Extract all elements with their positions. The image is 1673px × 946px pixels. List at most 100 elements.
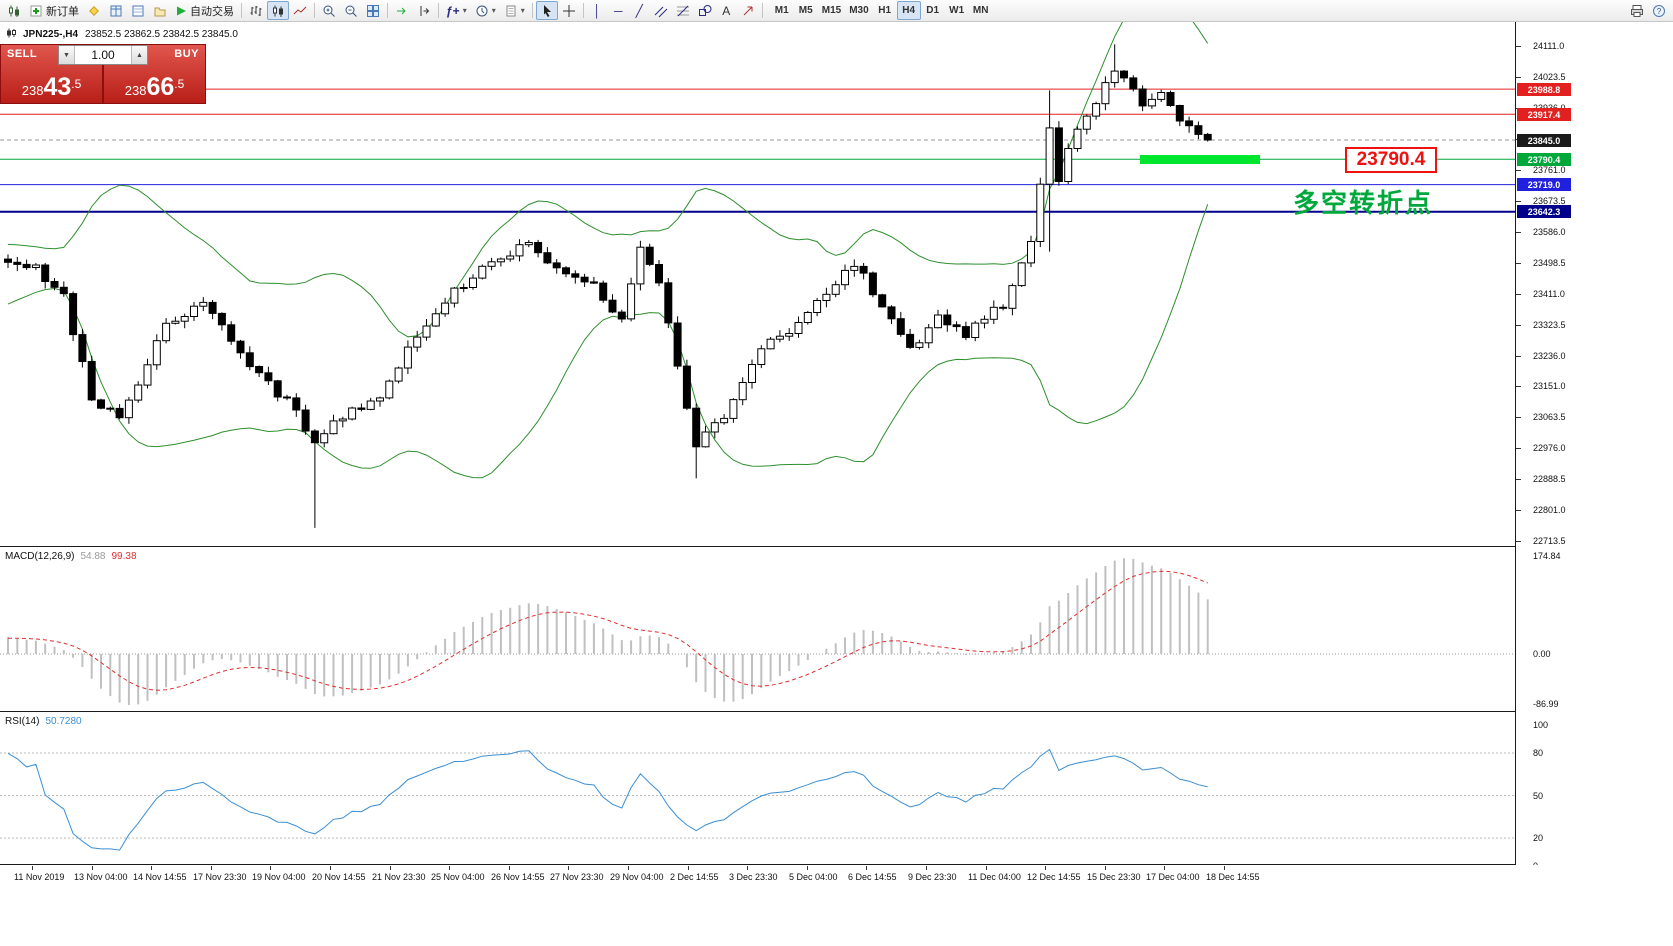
- cursor-tool[interactable]: [535, 1, 558, 20]
- market-watch-icon[interactable]: [105, 1, 127, 20]
- time-axis-label: 3 Dec 23:30: [729, 872, 778, 882]
- autotrading-label: 自动交易: [190, 5, 234, 18]
- print-icon[interactable]: [1626, 1, 1648, 20]
- new-order-icon: [29, 4, 43, 18]
- templates-dropdown[interactable]: ▾: [500, 1, 529, 20]
- toolbar-separator: [761, 3, 763, 18]
- chart-symbol-icon: [6, 28, 16, 41]
- line-chart-icon[interactable]: [289, 1, 311, 20]
- time-axis-label: 15 Dec 23:30: [1087, 872, 1141, 882]
- zoom-in-icon[interactable]: [318, 1, 340, 20]
- vertical-line-tool[interactable]: │: [593, 3, 601, 18]
- volume-input[interactable]: [75, 46, 131, 64]
- buy-button[interactable]: BUY 23866.5: [103, 44, 206, 104]
- timeframe-w1[interactable]: W1: [949, 5, 965, 16]
- axis-tick: [986, 866, 987, 870]
- macd-plot[interactable]: [0, 547, 1515, 711]
- price-axis-label: 23063.5: [1533, 412, 1566, 422]
- macd-axis-min: -86.99: [1533, 699, 1559, 709]
- chevron-down-icon: ▾: [520, 5, 525, 15]
- time-axis[interactable]: 11 Nov 2019 13 Nov 04:00 14 Nov 14:55 17 No…: [0, 865, 1673, 884]
- autotrading-button[interactable]: 自动交易: [171, 1, 238, 20]
- timeframe-h4[interactable]: H4: [896, 1, 921, 20]
- time-axis-label: 6 Dec 14:55: [848, 872, 897, 882]
- rsi-axis-label: 20: [1533, 833, 1544, 843]
- timeframe-d1[interactable]: D1: [926, 5, 940, 16]
- zoom-out-icon[interactable]: [340, 1, 362, 20]
- time-axis-label: 5 Dec 04:00: [789, 872, 838, 882]
- crosshair-tool[interactable]: [558, 1, 580, 20]
- price-level-callout[interactable]: 23790.4: [1345, 147, 1437, 173]
- axis-tick: [151, 866, 152, 870]
- timeframe-m30[interactable]: M30: [849, 5, 869, 16]
- clock-icon: [475, 4, 489, 18]
- price-axis[interactable]: 174.84 0.00 -86.99 24111.024023.523936.0…: [1516, 0, 1673, 884]
- time-axis-label: 9 Dec 23:30: [908, 872, 957, 882]
- rsi-value: 50.7280: [45, 716, 82, 727]
- macd-main-value: 54.88: [80, 551, 106, 562]
- toolbar: 新订单 自动交易: [0, 0, 1673, 22]
- tile-windows-icon[interactable]: [362, 1, 384, 20]
- time-axis-label: 12 Dec 14:55: [1027, 872, 1081, 882]
- axis-tick: [1516, 448, 1521, 449]
- horizontal-line-tool[interactable]: ─: [613, 3, 623, 18]
- axis-tick: [92, 866, 93, 870]
- axis-tick: [747, 866, 748, 870]
- highlight-level-bar[interactable]: [1140, 155, 1260, 164]
- main-chart-plot[interactable]: [0, 22, 1515, 546]
- panel-divider: [0, 864, 1673, 865]
- price-tag: 23790.4: [1517, 153, 1571, 166]
- rsi-plot[interactable]: [0, 712, 1515, 864]
- macd-label: MACD(12,26,9) 54.88 99.38: [5, 551, 137, 562]
- data-window-icon[interactable]: [127, 1, 149, 20]
- bar-chart-icon[interactable]: [245, 1, 267, 20]
- axis-tick: [926, 866, 927, 870]
- help-icon[interactable]: ?: [1648, 1, 1670, 20]
- periods-dropdown[interactable]: ▾: [471, 1, 500, 20]
- new-order-button[interactable]: 新订单: [25, 1, 83, 20]
- axis-tick: [1516, 46, 1521, 47]
- turning-point-note[interactable]: 多空转折点: [1293, 188, 1434, 218]
- auto-scroll-icon[interactable]: [391, 1, 413, 20]
- timeframe-m1[interactable]: M1: [774, 5, 789, 16]
- shapes-tool[interactable]: [694, 1, 716, 20]
- chart-window-icon[interactable]: [3, 1, 25, 20]
- axis-tick: [449, 866, 450, 870]
- timeframe-m5[interactable]: M5: [798, 5, 813, 16]
- indicators-icon: ƒ+: [446, 3, 460, 18]
- axis-tick: [390, 866, 391, 870]
- text-tool[interactable]: A: [722, 3, 731, 18]
- arrows-tool[interactable]: [737, 1, 759, 20]
- axis-tick: [1516, 294, 1521, 295]
- volume-increase-button[interactable]: ▲: [131, 46, 147, 64]
- chart-shift-icon[interactable]: [413, 1, 435, 20]
- timeframe-m15[interactable]: M15: [821, 5, 842, 16]
- indicators-dropdown[interactable]: ƒ+ ▾: [442, 1, 471, 20]
- trendline-tool[interactable]: ╱: [635, 3, 643, 18]
- time-axis-label: 18 Dec 14:55: [1206, 872, 1260, 882]
- axis-tick: [1516, 479, 1521, 480]
- timeframe-h1[interactable]: H1: [878, 5, 892, 16]
- fibonacci-tool[interactable]: [672, 1, 694, 20]
- navigator-icon[interactable]: [149, 1, 171, 20]
- panel-divider: [0, 711, 1673, 712]
- candlestick-chart-icon[interactable]: [267, 1, 289, 20]
- timeframe-mn[interactable]: MN: [972, 5, 989, 16]
- axis-tick: [1516, 232, 1521, 233]
- volume-decrease-button[interactable]: ▼: [59, 46, 75, 64]
- chevron-down-icon: ▾: [491, 5, 496, 15]
- chart-ohlc-header: JPN225-,H4 23852.5 23862.5 23842.5 23845…: [6, 28, 238, 41]
- price-axis-label: 23673.5: [1533, 196, 1566, 206]
- price-axis-label: 23236.0: [1533, 351, 1566, 361]
- template-icon: [504, 4, 518, 18]
- metaeditor-icon[interactable]: [83, 1, 105, 20]
- axis-tick: [1045, 866, 1046, 870]
- price-tag: 23845.0: [1517, 134, 1571, 147]
- axis-tick: [688, 866, 689, 870]
- new-order-label: 新订单: [46, 5, 79, 18]
- rsi-axis-label: 80: [1533, 748, 1544, 758]
- autotrading-icon: [175, 4, 187, 18]
- channel-tool[interactable]: [650, 1, 672, 20]
- svg-text:?: ?: [1657, 7, 1662, 16]
